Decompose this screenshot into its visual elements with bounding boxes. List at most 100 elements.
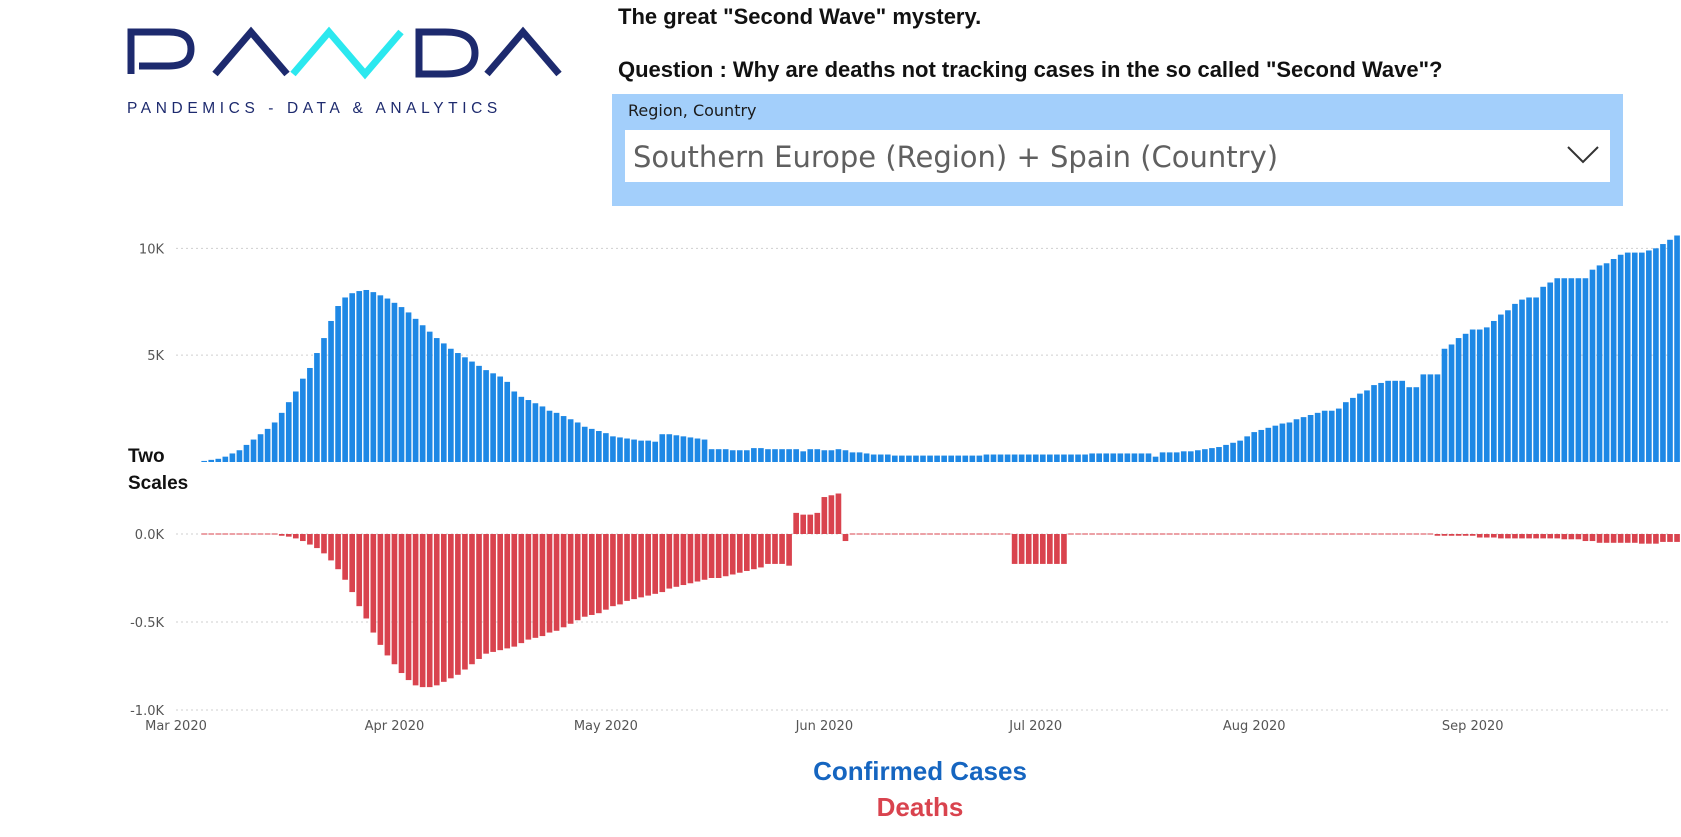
cases-bar[interactable]	[1202, 449, 1208, 462]
cases-bar[interactable]	[1540, 286, 1546, 462]
deaths-bar[interactable]	[1603, 534, 1610, 543]
deaths-bar[interactable]	[229, 533, 236, 535]
deaths-bar[interactable]	[969, 533, 976, 535]
deaths-bar[interactable]	[955, 533, 962, 535]
cases-bar[interactable]	[511, 391, 518, 462]
deaths-bar[interactable]	[264, 533, 271, 535]
cases-bar[interactable]	[1068, 454, 1074, 462]
cases-bar[interactable]	[680, 436, 687, 462]
deaths-bar[interactable]	[990, 533, 997, 535]
deaths-bar[interactable]	[412, 534, 419, 686]
cases-bar[interactable]	[532, 403, 539, 462]
cases-bar[interactable]	[1335, 408, 1342, 462]
cases-bar[interactable]	[328, 320, 334, 462]
deaths-bar[interactable]	[1469, 534, 1476, 536]
deaths-bar[interactable]	[603, 534, 609, 610]
deaths-bar[interactable]	[941, 533, 947, 535]
deaths-bar[interactable]	[828, 495, 835, 534]
cases-bar[interactable]	[1103, 453, 1110, 462]
cases-bar[interactable]	[870, 454, 877, 462]
cases-bar[interactable]	[765, 449, 771, 462]
deaths-bar[interactable]	[934, 533, 940, 535]
cases-bar[interactable]	[1117, 453, 1124, 462]
cases-bar[interactable]	[821, 450, 828, 462]
deaths-bar[interactable]	[208, 533, 215, 535]
deaths-bar[interactable]	[215, 533, 222, 535]
cases-bar[interactable]	[687, 437, 694, 462]
cases-bar[interactable]	[314, 353, 320, 462]
cases-bar[interactable]	[1152, 456, 1159, 462]
deaths-bar[interactable]	[976, 533, 983, 535]
deaths-bar[interactable]	[821, 497, 828, 534]
cases-bar[interactable]	[955, 455, 962, 462]
cases-bar[interactable]	[292, 391, 299, 462]
deaths-bar[interactable]	[1244, 533, 1250, 535]
deaths-bar[interactable]	[1138, 533, 1145, 535]
cases-bar[interactable]	[1582, 278, 1589, 462]
cases-bar[interactable]	[448, 348, 454, 462]
cases-bar[interactable]	[1350, 397, 1356, 462]
deaths-bar[interactable]	[1378, 533, 1384, 535]
deaths-bar[interactable]	[913, 533, 919, 535]
cases-bar[interactable]	[201, 460, 208, 462]
deaths-bar[interactable]	[1617, 534, 1624, 543]
cases-bar[interactable]	[560, 416, 567, 462]
cases-bar[interactable]	[1244, 436, 1250, 462]
cases-bar[interactable]	[1498, 314, 1504, 462]
cases-bar[interactable]	[1166, 452, 1173, 462]
deaths-bar[interactable]	[588, 534, 595, 615]
deaths-bar[interactable]	[842, 534, 849, 542]
cases-bar[interactable]	[1032, 454, 1039, 462]
cases-bar[interactable]	[504, 381, 511, 462]
cases-bar[interactable]	[1610, 259, 1617, 462]
cases-bar[interactable]	[1075, 454, 1081, 462]
cases-bar[interactable]	[1427, 374, 1434, 462]
deaths-bar[interactable]	[426, 534, 433, 688]
cases-bar[interactable]	[1434, 374, 1441, 462]
deaths-bar[interactable]	[997, 533, 1004, 535]
deaths-bar[interactable]	[1251, 533, 1258, 535]
deaths-bar[interactable]	[1004, 533, 1011, 535]
cases-bar[interactable]	[884, 454, 891, 462]
deaths-bar[interactable]	[1343, 533, 1349, 535]
cases-bar[interactable]	[1047, 454, 1053, 462]
deaths-bar[interactable]	[793, 512, 799, 534]
deaths-bar[interactable]	[511, 534, 518, 647]
cases-bar[interactable]	[1328, 410, 1335, 462]
deaths-bar[interactable]	[1547, 534, 1554, 539]
deaths-bar[interactable]	[1152, 533, 1159, 535]
cases-bar[interactable]	[708, 449, 715, 462]
cases-bar[interactable]	[1180, 451, 1187, 462]
deaths-bar[interactable]	[1413, 533, 1420, 535]
cases-bar[interactable]	[363, 289, 370, 462]
deaths-bar[interactable]	[1589, 534, 1596, 542]
deaths-bar[interactable]	[1314, 533, 1321, 535]
cases-bar[interactable]	[264, 428, 271, 462]
deaths-bar[interactable]	[391, 534, 398, 665]
cases-bar[interactable]	[1216, 447, 1222, 462]
cases-bar[interactable]	[1314, 412, 1321, 462]
cases-bar[interactable]	[1145, 453, 1152, 462]
deaths-bar[interactable]	[687, 534, 694, 584]
cases-bar[interactable]	[1519, 299, 1525, 462]
cases-bar[interactable]	[899, 455, 905, 462]
cases-bar[interactable]	[715, 449, 722, 462]
deaths-bar[interactable]	[271, 533, 278, 535]
cases-bar[interactable]	[786, 449, 792, 462]
deaths-bar[interactable]	[1533, 534, 1539, 539]
deaths-bar[interactable]	[1124, 533, 1131, 535]
cases-bar[interactable]	[370, 292, 377, 462]
cases-bar[interactable]	[377, 295, 384, 462]
cases-bar[interactable]	[722, 449, 729, 462]
cases-bar[interactable]	[729, 450, 736, 462]
cases-bar[interactable]	[1159, 452, 1166, 462]
deaths-bar[interactable]	[1258, 533, 1265, 535]
deaths-bar[interactable]	[1653, 534, 1659, 544]
deaths-bar[interactable]	[1582, 534, 1589, 542]
cases-bar[interactable]	[426, 331, 433, 462]
cases-bar[interactable]	[553, 412, 560, 462]
cases-bar[interactable]	[462, 357, 468, 462]
deaths-bar[interactable]	[1103, 533, 1110, 535]
cases-bar[interactable]	[673, 435, 680, 462]
cases-bar[interactable]	[1286, 422, 1293, 462]
